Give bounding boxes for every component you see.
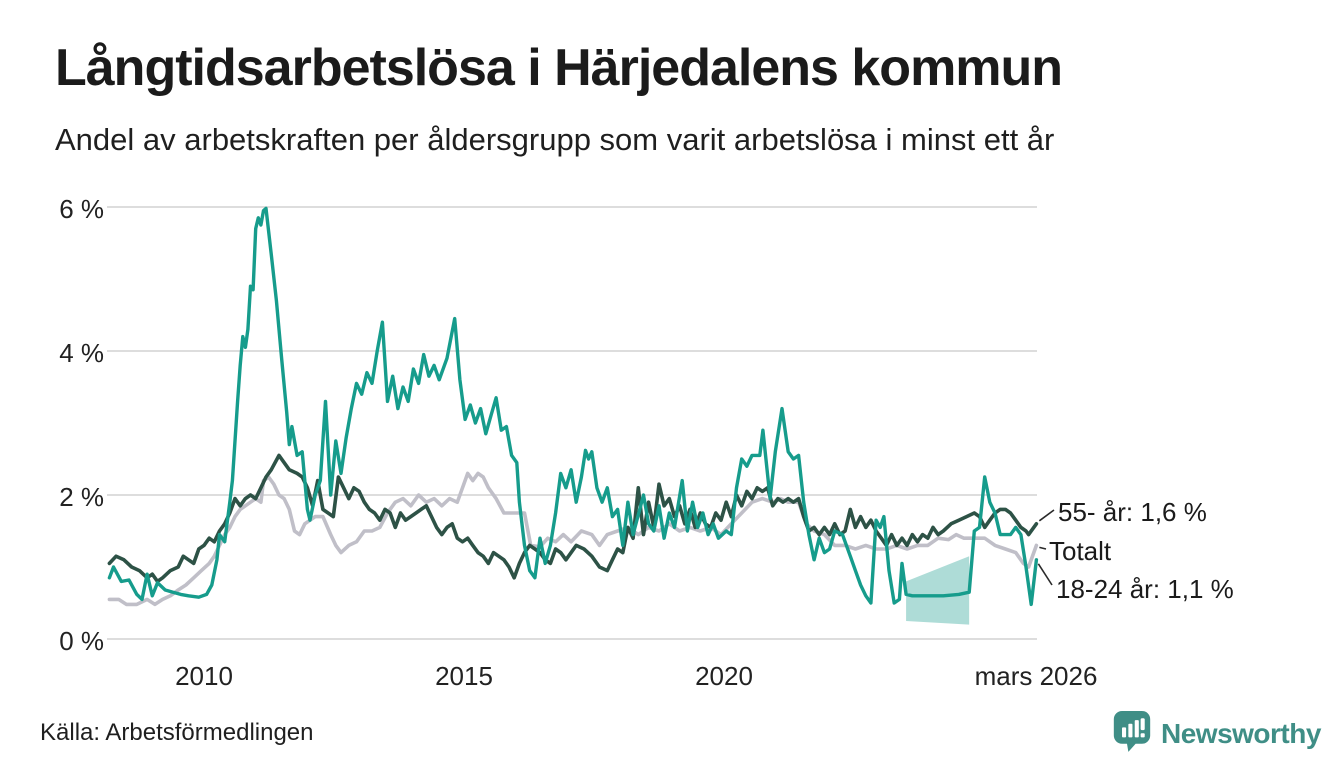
- uncertainty-band: [906, 556, 970, 625]
- x-axis-tick-2020: 2020: [695, 661, 753, 691]
- x-axis-tick-2010: 2010: [175, 661, 233, 691]
- series-label-18-24-ar: 18-24 år: 1,1 %: [1056, 574, 1234, 604]
- y-axis-tick-2: 2 %: [59, 482, 104, 512]
- series-label-55-ar: 55- år: 1,6 %: [1058, 497, 1207, 527]
- series-line-55-r: [107, 453, 1039, 584]
- x-axis-tick-2015: 2015: [435, 661, 493, 691]
- page-subtitle: Andel av arbetskraften per åldersgrupp s…: [55, 122, 1055, 157]
- source-attribution: Källa: Arbetsförmedlingen: [40, 719, 314, 746]
- newsworthy-logo-icon: [1112, 709, 1152, 758]
- series-line-18-24-r: [107, 206, 1039, 607]
- annotation-connector-totalt: [1039, 546, 1047, 550]
- newsworthy-logo-text: Newsworthy: [1161, 717, 1321, 749]
- page-title: Långtidsarbetslösa i Härjedalens kommun: [55, 39, 1063, 97]
- y-axis-tick-4: 4 %: [59, 338, 104, 368]
- annotation-connector-18-24-r: [1037, 563, 1053, 586]
- newsworthy-logo: Newsworthy: [1112, 709, 1321, 758]
- y-axis-tick-0: 0 %: [59, 626, 104, 656]
- y-axis-tick-6: 6 %: [59, 194, 104, 224]
- x-axis-tick-mars-2026: mars 2026: [974, 661, 1098, 691]
- annotation-connector-55-r: [1038, 509, 1055, 522]
- series-line-totalt: [107, 471, 1039, 607]
- series-label-totalt: Totalt: [1049, 536, 1112, 566]
